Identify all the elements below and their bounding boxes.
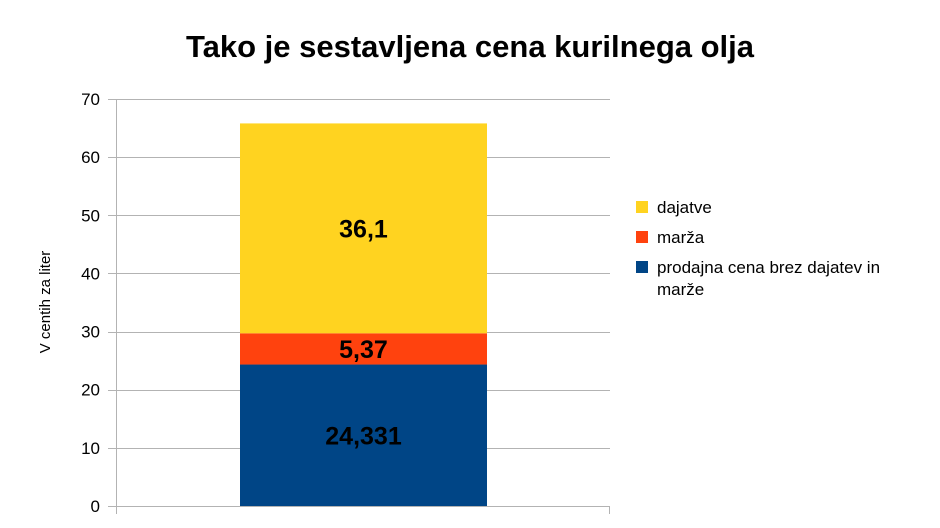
- legend-label-0-line-1: marže: [657, 280, 704, 299]
- legend-swatch-0: [636, 261, 648, 273]
- ytick-label-10: 10: [81, 439, 100, 458]
- data-labels: 24,331 5,37 36,1: [325, 215, 402, 450]
- data-label-0: 24,331: [325, 422, 402, 450]
- legend-label-1-line-0: marža: [657, 228, 705, 247]
- legend-label-0-line-0: prodajna cena brez dajatev in: [657, 258, 880, 277]
- ytick-label-0: 0: [91, 497, 100, 516]
- y-axis-ticks: 0 10 20 30 40 50 60 70: [81, 90, 116, 516]
- legend-label-2-line-0: dajatve: [657, 198, 712, 217]
- legend-swatch-2: [636, 201, 648, 213]
- ytick-label-40: 40: [81, 264, 100, 283]
- bar-stack: [240, 123, 487, 506]
- ytick-label-60: 60: [81, 148, 100, 167]
- data-label-2: 36,1: [339, 215, 388, 243]
- bar-segment-0: [240, 364, 487, 506]
- legend-swatch-1: [636, 231, 648, 243]
- axes: [116, 99, 610, 514]
- bar-segment-1: [240, 333, 487, 365]
- data-label-1: 5,37: [339, 336, 388, 364]
- chart-title: Tako je sestavljena cena kurilnega olja: [186, 29, 755, 64]
- ytick-label-30: 30: [81, 323, 100, 342]
- ytick-label-70: 70: [81, 90, 100, 109]
- legend: dajatve marža prodajna cena brez dajatev i…: [636, 198, 880, 299]
- ytick-label-20: 20: [81, 381, 100, 400]
- ytick-label-50: 50: [81, 206, 100, 225]
- bar-segment-2: [240, 123, 487, 334]
- y-axis-title: V centih za liter: [37, 251, 54, 354]
